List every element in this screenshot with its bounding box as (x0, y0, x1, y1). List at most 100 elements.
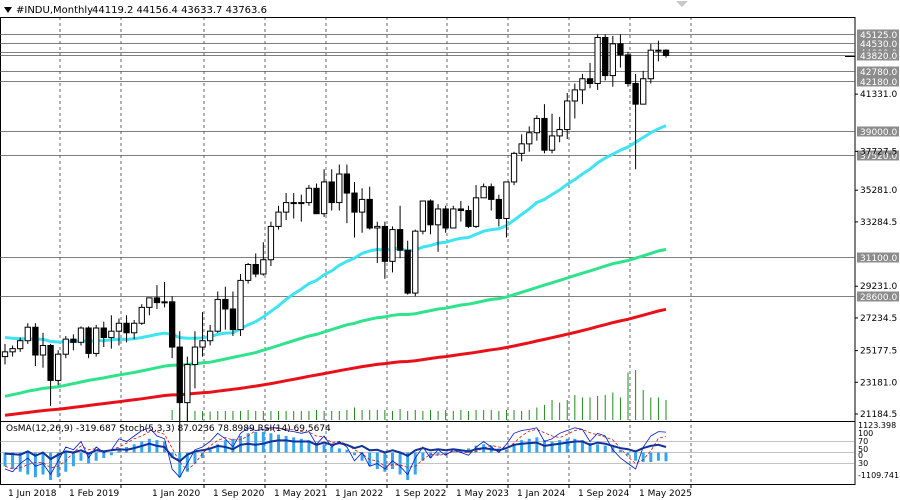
price-label: 25177.5 (860, 347, 897, 357)
candle-body (602, 36, 609, 77)
candle-body (336, 173, 343, 204)
candle-body (313, 187, 320, 215)
candle-body (457, 208, 465, 212)
level-tag (857, 291, 899, 302)
candle-body (252, 264, 259, 275)
candle-body (579, 78, 586, 91)
candles (1, 34, 670, 462)
indicator-axis-label: 70 (858, 437, 868, 446)
time-label: 1 Sep 2022 (395, 489, 446, 499)
candle-body (328, 181, 335, 204)
candle-body (381, 225, 389, 262)
time-label: 1 Sep 2024 (578, 489, 630, 499)
chart-shift-marker-icon[interactable] (676, 1, 688, 7)
candle-body (419, 200, 427, 232)
price-label: 41331.0 (860, 90, 897, 100)
candle-body (571, 89, 578, 102)
candle-body (153, 297, 161, 304)
candle-body (275, 211, 282, 227)
candle-body (526, 132, 533, 145)
dropdown-arrow-icon[interactable] (4, 7, 12, 13)
indicator-axis-label: -1109.741 (858, 471, 899, 480)
candle-body (131, 322, 138, 334)
candle-body (9, 348, 16, 353)
candle-body (199, 340, 206, 348)
candle-body (609, 43, 616, 77)
candle-body (32, 326, 39, 356)
candle-body (510, 152, 518, 183)
candle-body (176, 346, 183, 404)
level-tag-label: 42180.0 (860, 78, 897, 88)
candle-body (556, 129, 563, 137)
indicator-label: OsMA(12,26,9) -319.687 Stoch(5,3,3) 87.0… (6, 424, 331, 434)
level-tag (857, 66, 899, 77)
candle-body (191, 346, 199, 366)
candle-body (374, 225, 381, 229)
candle-body (655, 49, 662, 52)
candle-body (495, 198, 503, 219)
candle-body (244, 264, 252, 281)
candle-body (548, 135, 556, 151)
price-label: 37727.5 (860, 147, 897, 157)
level-tag (857, 150, 899, 161)
level-tag (857, 126, 899, 137)
price-label: 27234.5 (860, 314, 897, 324)
level-tag-label: 37520.0 (860, 152, 897, 162)
candle-body (366, 198, 373, 229)
candle-body (282, 202, 290, 213)
level-tag-label: 45125.0 (860, 31, 897, 41)
rsi-line (4, 439, 667, 463)
level-tag-label: 28600.0 (860, 293, 897, 303)
candle-body (541, 117, 548, 151)
candle-body (108, 330, 115, 339)
candle-body (1, 351, 9, 358)
candle-body (77, 327, 85, 343)
candle-body (503, 181, 510, 219)
indicator-axis-label: 50 (858, 445, 868, 454)
candle-body (267, 225, 275, 261)
chart-frame (0, 17, 856, 485)
time-label: 1 Jan 2024 (517, 489, 565, 499)
indicator-axis-label: 0 (858, 451, 863, 460)
time-label: 1 May 2025 (639, 489, 692, 499)
candle-body (298, 202, 305, 205)
level-tag-label: 42780.0 (860, 68, 897, 78)
price-axis: 41331.0 37727.5 35281.0 33284.5 29231.0 27234… (845, 56, 897, 420)
horizontal-levels: 45125.044530.044000.043820.042780.042180… (0, 29, 899, 303)
time-label: 1 May 2021 (274, 489, 327, 499)
candle-body (222, 298, 229, 310)
candle-body (389, 229, 396, 262)
time-label: 1 Jan 2020 (152, 489, 200, 499)
candle-body (161, 301, 168, 304)
candle-body (85, 327, 92, 354)
indicator-axis-label: 100 (858, 429, 873, 438)
level-tag-label: 44530.0 (860, 40, 897, 50)
indicator-axis-label: 1123.398 (858, 421, 896, 430)
candle-body (518, 143, 525, 154)
stoch-signal-line (4, 427, 667, 471)
candle-body (146, 297, 153, 308)
candle-body (24, 326, 31, 342)
level-tag-label: 39000.0 (860, 128, 897, 138)
symbol-label: #INDU,Monthly (16, 5, 93, 16)
price-label: 35281.0 (860, 186, 897, 196)
level-tag (857, 50, 899, 61)
candle-body (343, 173, 351, 194)
candle-body (214, 298, 221, 332)
candle-body (647, 49, 654, 80)
candle-body (594, 36, 601, 85)
time-label: 1 Jan 2022 (335, 489, 383, 499)
ema-line-2 (4, 247, 667, 398)
indicator-axis-label: 30 (858, 459, 868, 468)
candle-body (138, 306, 145, 324)
time-label: 1 May 2023 (456, 489, 509, 499)
level-tag (857, 29, 899, 40)
candle-body (662, 49, 670, 57)
candle-body (290, 202, 297, 205)
candle-body (47, 344, 54, 381)
price-label: 23181.0 (860, 378, 897, 388)
candle-body (396, 229, 404, 251)
candle-body (472, 197, 480, 227)
time-axis: 1 Jun 2018 1 Feb 2019 1 Jan 2020 1 Sep 2020… (8, 484, 692, 499)
